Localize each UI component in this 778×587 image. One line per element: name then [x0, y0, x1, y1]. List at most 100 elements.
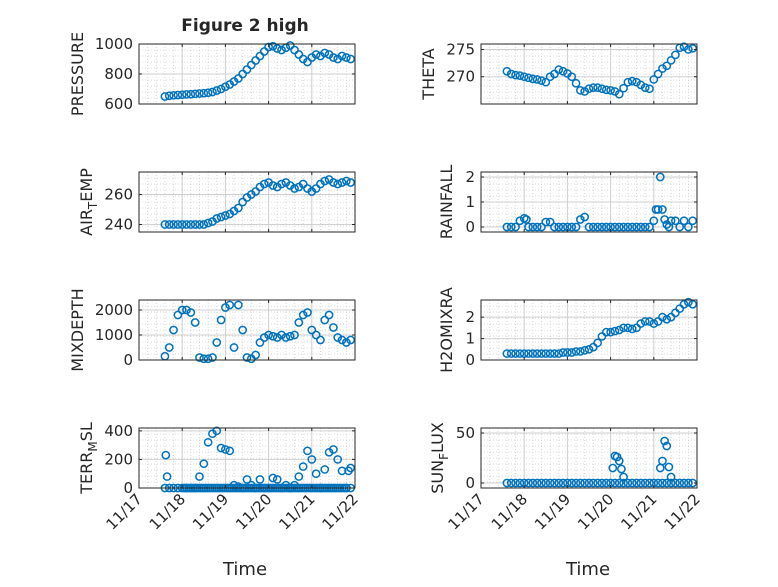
data-point [259, 333, 269, 342]
y-tick-label: 2000 [95, 301, 133, 319]
data-point [333, 179, 343, 189]
data-point [619, 323, 628, 333]
data-point [161, 450, 171, 460]
y-axis-label: H2OMIXRA [437, 287, 456, 373]
data-point [528, 349, 538, 358]
x-tick-label: 11/19 [189, 490, 232, 533]
data-point [195, 472, 204, 481]
data-point [511, 70, 520, 80]
data-point [203, 88, 213, 98]
data-point [588, 83, 598, 92]
data-point [649, 75, 659, 84]
data-point [238, 69, 248, 79]
y-tick-label: 600 [104, 95, 133, 113]
data-point [584, 222, 594, 232]
data-point [571, 478, 581, 488]
data-point [658, 478, 667, 488]
data-point [666, 472, 676, 482]
data-point [169, 220, 178, 229]
data-point [649, 216, 659, 226]
data-point [307, 455, 317, 464]
x-tick-label: 11/19 [531, 490, 574, 533]
data-point [567, 478, 577, 488]
y-tick-label: 1 [465, 193, 475, 211]
data-point [208, 353, 217, 362]
data-point [684, 222, 693, 232]
data-point [558, 348, 568, 357]
data-point [601, 222, 611, 232]
axes-box [138, 171, 356, 233]
y-tick-label: 0 [465, 218, 475, 236]
y-tick-label: 270 [446, 68, 475, 86]
data-point [655, 172, 665, 182]
data-point [212, 214, 222, 223]
data-point [640, 317, 650, 326]
data-point [623, 478, 633, 488]
y-axis-label: TERRMSL [77, 422, 100, 495]
subplot-h2omixra: 0 1 2 H2OMIXRA [437, 287, 698, 373]
data-point [177, 305, 187, 315]
data-point [632, 77, 641, 87]
data-point [190, 220, 200, 229]
data-point [545, 349, 555, 358]
y-tick-label: 400 [104, 422, 133, 440]
data-point [545, 217, 555, 227]
data-point [671, 50, 680, 60]
data-point [571, 78, 581, 88]
data-point [182, 220, 191, 229]
y-tick-label: 240 [104, 216, 133, 234]
data-point [580, 87, 590, 96]
data-point [550, 478, 559, 488]
data-point [558, 478, 568, 488]
data-point [608, 463, 618, 473]
data-point [684, 45, 693, 54]
data-point [225, 300, 235, 310]
subplot-rainfall: 0 1 2 RAINFALL [437, 165, 698, 239]
data-point [640, 222, 650, 232]
data-point [597, 478, 607, 488]
x-tick-label: 11/22 [319, 490, 362, 533]
y-tick-label: 2 [465, 168, 475, 186]
data-point [571, 222, 581, 232]
data-point [255, 338, 265, 347]
data-point [617, 464, 626, 474]
data-point [675, 222, 685, 232]
data-point [541, 349, 551, 358]
data-point [660, 436, 669, 446]
subplot-theta: 270 275 THETA [419, 40, 698, 105]
data-point [524, 73, 533, 83]
y-axis-label: PRESSURE [68, 32, 87, 116]
data-point [606, 86, 615, 95]
data-point [537, 478, 546, 488]
data-point [640, 83, 650, 92]
data-point [277, 330, 286, 340]
data-point [199, 459, 209, 469]
data-point [653, 69, 663, 79]
data-point [588, 478, 598, 488]
data-point [307, 325, 317, 335]
data-point [311, 330, 321, 340]
y-axis-label: THETA [419, 48, 438, 100]
data-point [169, 325, 178, 335]
data-point [208, 87, 217, 97]
data-point [225, 446, 235, 456]
data-point [264, 42, 273, 52]
data-point [515, 71, 525, 80]
data-point [229, 343, 239, 352]
data-point [545, 478, 555, 488]
data-point [234, 74, 243, 83]
data-point [164, 91, 174, 101]
data-point [601, 327, 611, 337]
data-point [255, 51, 265, 61]
y-axis-label: AIRTEMP [77, 168, 100, 236]
data-point [653, 205, 663, 214]
data-point [601, 85, 611, 95]
data-point [311, 469, 321, 479]
data-point [597, 222, 607, 232]
data-point [584, 84, 594, 94]
data-point [684, 478, 693, 488]
data-point [580, 478, 590, 488]
